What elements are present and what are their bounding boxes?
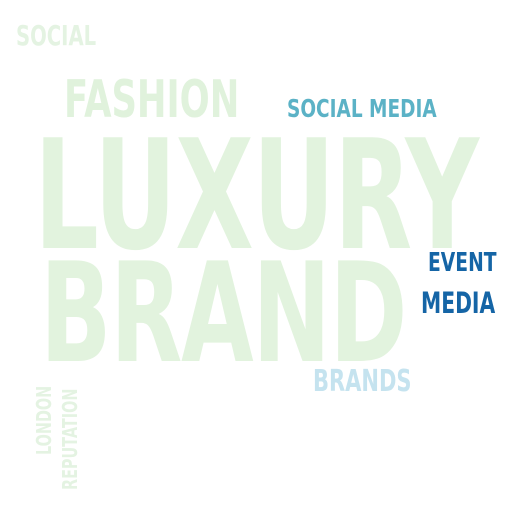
word-social-media: SOCIAL MEDIA xyxy=(287,94,437,123)
word-social: SOCIAL xyxy=(16,19,97,52)
word-luxury: LUXURY xyxy=(34,107,479,284)
word-brands: BRANDS xyxy=(313,364,412,399)
word-media: MEDIA xyxy=(421,286,496,320)
word-brand: BRAND xyxy=(40,233,407,394)
word-london: LONDON xyxy=(32,385,56,455)
word-fashion: FASHION xyxy=(64,70,240,130)
word-event: EVENT xyxy=(428,248,497,278)
word-reputation: REPUTATION xyxy=(58,388,82,490)
